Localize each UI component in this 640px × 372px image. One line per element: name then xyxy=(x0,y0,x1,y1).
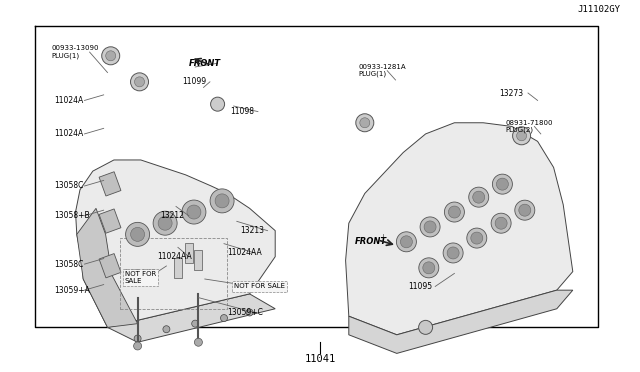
Polygon shape xyxy=(76,160,275,327)
Text: 11041: 11041 xyxy=(305,354,335,364)
Text: NOT FOR
SALE: NOT FOR SALE xyxy=(125,269,156,282)
Text: 13213: 13213 xyxy=(240,226,264,235)
Circle shape xyxy=(473,191,484,203)
Circle shape xyxy=(246,309,253,316)
Text: NOT FOR SALE: NOT FOR SALE xyxy=(234,283,285,289)
Circle shape xyxy=(444,202,465,222)
Text: 13059+C: 13059+C xyxy=(227,308,263,317)
Circle shape xyxy=(210,189,234,213)
Circle shape xyxy=(423,262,435,274)
Circle shape xyxy=(131,73,148,91)
Bar xyxy=(174,258,182,278)
Circle shape xyxy=(420,217,440,237)
Circle shape xyxy=(519,204,531,216)
Polygon shape xyxy=(346,123,573,335)
Circle shape xyxy=(515,200,535,220)
Circle shape xyxy=(516,131,527,141)
Text: 08931-71800
PLUG(2): 08931-71800 PLUG(2) xyxy=(506,120,553,133)
Text: 11095: 11095 xyxy=(408,282,433,291)
Text: 13212: 13212 xyxy=(160,211,184,220)
Circle shape xyxy=(491,213,511,233)
Bar xyxy=(185,243,193,263)
Circle shape xyxy=(424,221,436,233)
Circle shape xyxy=(497,178,508,190)
Circle shape xyxy=(102,47,120,65)
Text: 11024A: 11024A xyxy=(54,129,84,138)
Circle shape xyxy=(134,77,145,87)
Circle shape xyxy=(215,194,229,208)
Text: 13058+B: 13058+B xyxy=(54,211,90,220)
Circle shape xyxy=(419,320,433,334)
Polygon shape xyxy=(349,290,573,353)
Text: 13058C: 13058C xyxy=(54,182,84,190)
Circle shape xyxy=(513,127,531,145)
Circle shape xyxy=(419,258,439,278)
Circle shape xyxy=(134,335,141,342)
Circle shape xyxy=(495,217,507,229)
Bar xyxy=(99,172,121,196)
Circle shape xyxy=(492,174,513,194)
Circle shape xyxy=(211,97,225,111)
Text: 00933-1281A
PLUG(1): 00933-1281A PLUG(1) xyxy=(358,64,406,77)
Circle shape xyxy=(187,205,201,219)
Text: 11099: 11099 xyxy=(182,77,207,86)
Text: 11098: 11098 xyxy=(230,107,254,116)
Circle shape xyxy=(134,342,141,350)
Circle shape xyxy=(221,315,227,321)
Text: NOT FOR SALE: NOT FOR SALE xyxy=(234,283,285,289)
Text: 00933-13090
PLUG(1): 00933-13090 PLUG(1) xyxy=(51,45,99,59)
Circle shape xyxy=(401,236,412,248)
Circle shape xyxy=(163,326,170,333)
Circle shape xyxy=(447,247,459,259)
Circle shape xyxy=(360,118,370,128)
Circle shape xyxy=(153,211,177,235)
Polygon shape xyxy=(77,208,138,327)
Circle shape xyxy=(396,232,417,252)
Bar xyxy=(195,250,202,270)
Circle shape xyxy=(158,216,172,230)
Bar xyxy=(99,209,121,233)
Circle shape xyxy=(131,227,145,241)
Text: 13058C: 13058C xyxy=(54,260,84,269)
Text: 11024AA: 11024AA xyxy=(227,248,262,257)
Text: 11024AA: 11024AA xyxy=(157,252,191,261)
Polygon shape xyxy=(108,294,275,342)
Circle shape xyxy=(443,243,463,263)
Circle shape xyxy=(471,232,483,244)
Text: J11102GY: J11102GY xyxy=(578,5,621,14)
Text: NOT FOR
SALE: NOT FOR SALE xyxy=(125,271,156,283)
Circle shape xyxy=(449,206,460,218)
Text: 13273: 13273 xyxy=(499,89,524,97)
Text: 13059+A: 13059+A xyxy=(54,286,90,295)
Circle shape xyxy=(125,222,150,246)
Circle shape xyxy=(468,187,489,207)
Circle shape xyxy=(182,200,206,224)
Circle shape xyxy=(192,320,198,327)
Circle shape xyxy=(467,228,487,248)
Circle shape xyxy=(195,338,202,346)
Circle shape xyxy=(356,114,374,132)
Bar xyxy=(99,254,121,278)
Text: FRONT: FRONT xyxy=(189,59,221,68)
Circle shape xyxy=(106,51,116,61)
Text: FRONT: FRONT xyxy=(355,237,387,246)
Text: 11024A: 11024A xyxy=(54,96,84,105)
